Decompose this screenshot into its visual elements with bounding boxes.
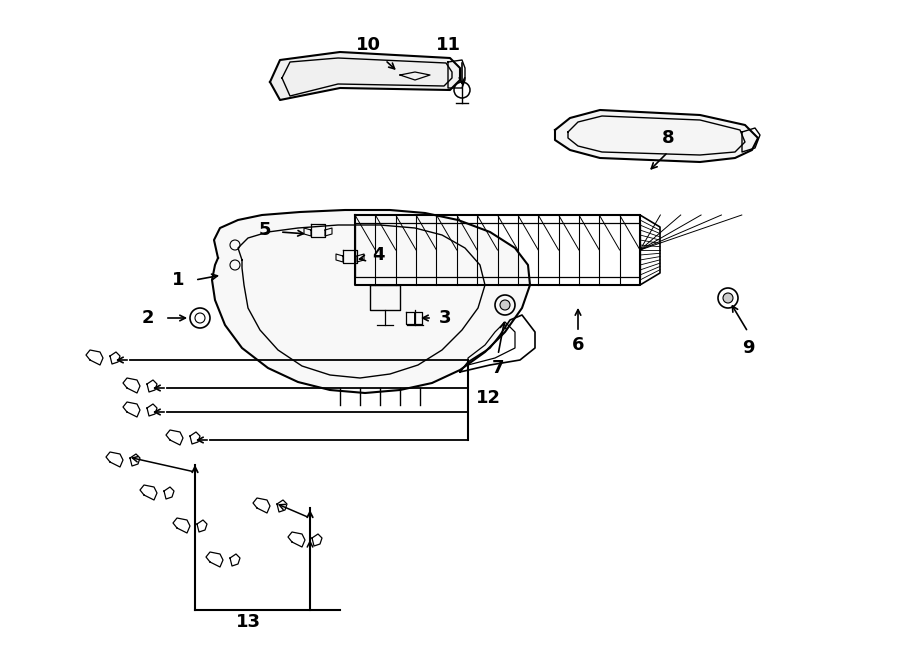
Polygon shape [270, 52, 460, 100]
Text: 2: 2 [142, 309, 154, 327]
Text: 3: 3 [439, 309, 451, 327]
Text: 12: 12 [475, 389, 500, 407]
Text: 5: 5 [259, 221, 271, 239]
Circle shape [500, 300, 510, 310]
Text: 1: 1 [172, 271, 184, 289]
Text: 11: 11 [436, 36, 461, 54]
Text: 9: 9 [742, 339, 754, 357]
Text: 10: 10 [356, 36, 381, 54]
Text: 7: 7 [491, 359, 504, 377]
Text: 4: 4 [372, 246, 384, 264]
Text: 13: 13 [236, 613, 260, 631]
Text: 6: 6 [572, 336, 584, 354]
Circle shape [723, 293, 733, 303]
Text: 8: 8 [662, 129, 674, 147]
Polygon shape [212, 210, 530, 393]
Polygon shape [555, 110, 758, 162]
